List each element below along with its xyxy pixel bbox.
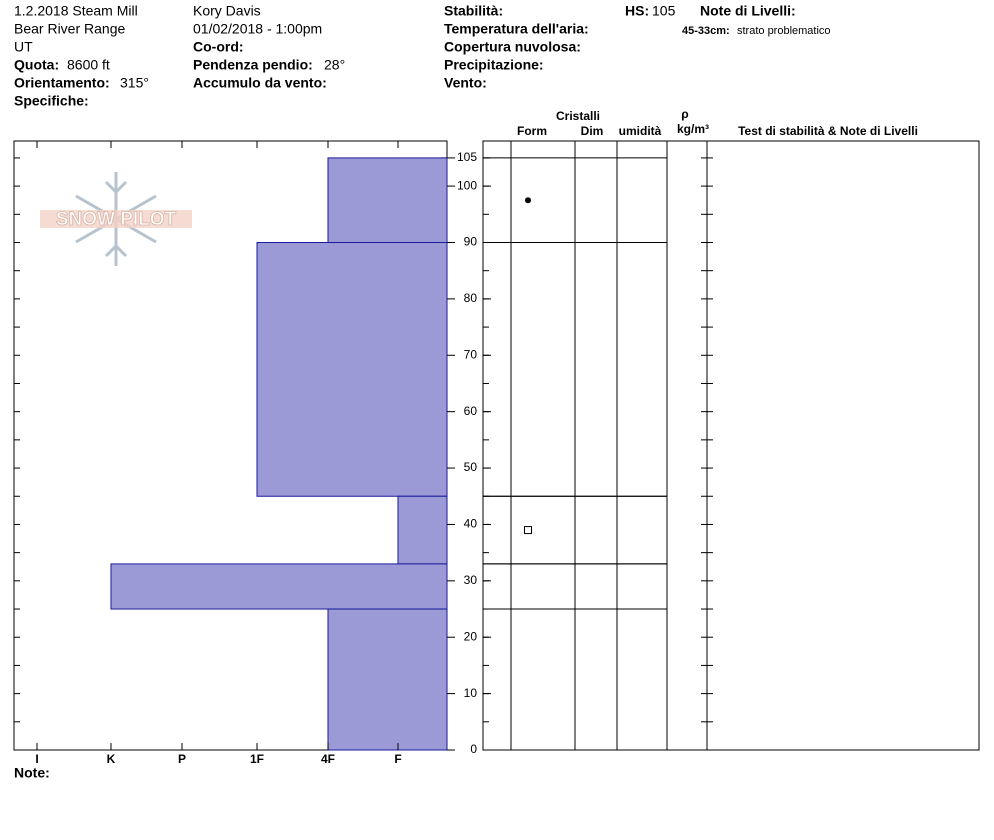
y-tick-label: 40 [464, 517, 478, 531]
value: 28° [324, 57, 345, 73]
y-tick-label: 90 [464, 235, 478, 249]
location: 1.2.2018 Steam Mill [14, 3, 138, 19]
state: UT [14, 39, 33, 55]
x-tick-label: F [394, 752, 401, 766]
header: Dim [581, 124, 604, 138]
header: umidità [619, 124, 662, 138]
header: Test di stabilità & Note di Livelli [738, 124, 918, 138]
y-tick-label: 30 [464, 573, 478, 587]
header: kg/m³ [677, 122, 709, 136]
table-frame [482, 140, 980, 751]
label: Vento: [444, 75, 487, 91]
hardness-bar [256, 242, 448, 497]
logo-text: SNOW PILOT [56, 209, 177, 230]
logo-band [40, 210, 192, 228]
label: Orientamento: [14, 75, 110, 91]
label: Specifiche: [14, 93, 89, 109]
x-tick-label: 1F [250, 752, 264, 766]
x-tick-label: 4F [321, 752, 335, 766]
label: Stabilità: [444, 3, 503, 19]
label: Pendenza pendio: [193, 57, 313, 73]
hardness-bar [110, 563, 448, 610]
header: Cristalli [556, 109, 600, 123]
layer-note-text: strato problematico [737, 25, 831, 37]
y-tick-label: 105 [457, 150, 477, 164]
hardness-bar [327, 157, 448, 244]
header: ρ [681, 107, 688, 121]
y-tick-label: 60 [464, 404, 478, 418]
hardness-bar [327, 608, 448, 751]
y-tick-label: 0 [470, 742, 477, 756]
layer-note-range: 45-33cm: [682, 25, 730, 37]
y-tick-label: 10 [464, 686, 478, 700]
x-tick-label: I [35, 752, 38, 766]
label: Temperatura dell'aria: [444, 21, 589, 37]
label: Precipitazione: [444, 57, 544, 73]
x-tick-label: P [178, 752, 186, 766]
value: 105 [652, 3, 676, 19]
y-tick-label: 70 [464, 347, 478, 361]
label: Quota: [14, 57, 59, 73]
x-tick-label: K [107, 752, 116, 766]
datetime: 01/02/2018 - 1:00pm [193, 21, 322, 37]
hardness-bar [397, 495, 448, 565]
y-tick-label: 80 [464, 291, 478, 305]
label: Accumulo da vento: [193, 75, 327, 91]
crystal-rounds [525, 197, 531, 204]
observer: Kory Davis [193, 3, 261, 19]
header: Form [517, 124, 547, 138]
table-columns [510, 141, 708, 750]
y-tick-label: 50 [464, 460, 478, 474]
notes-label: Note: [14, 765, 50, 781]
label: Note di Livelli: [700, 3, 796, 19]
range: Bear River Range [14, 21, 125, 37]
value: 8600 ft [67, 57, 110, 73]
value: 315° [120, 75, 149, 91]
label: Copertura nuvolosa: [444, 39, 581, 55]
label: HS: [625, 3, 649, 19]
y-tick-label: 100 [457, 178, 477, 192]
y-tick-label: 20 [464, 629, 478, 643]
label: Co-ord: [193, 39, 244, 55]
crystal-facets [524, 526, 532, 535]
